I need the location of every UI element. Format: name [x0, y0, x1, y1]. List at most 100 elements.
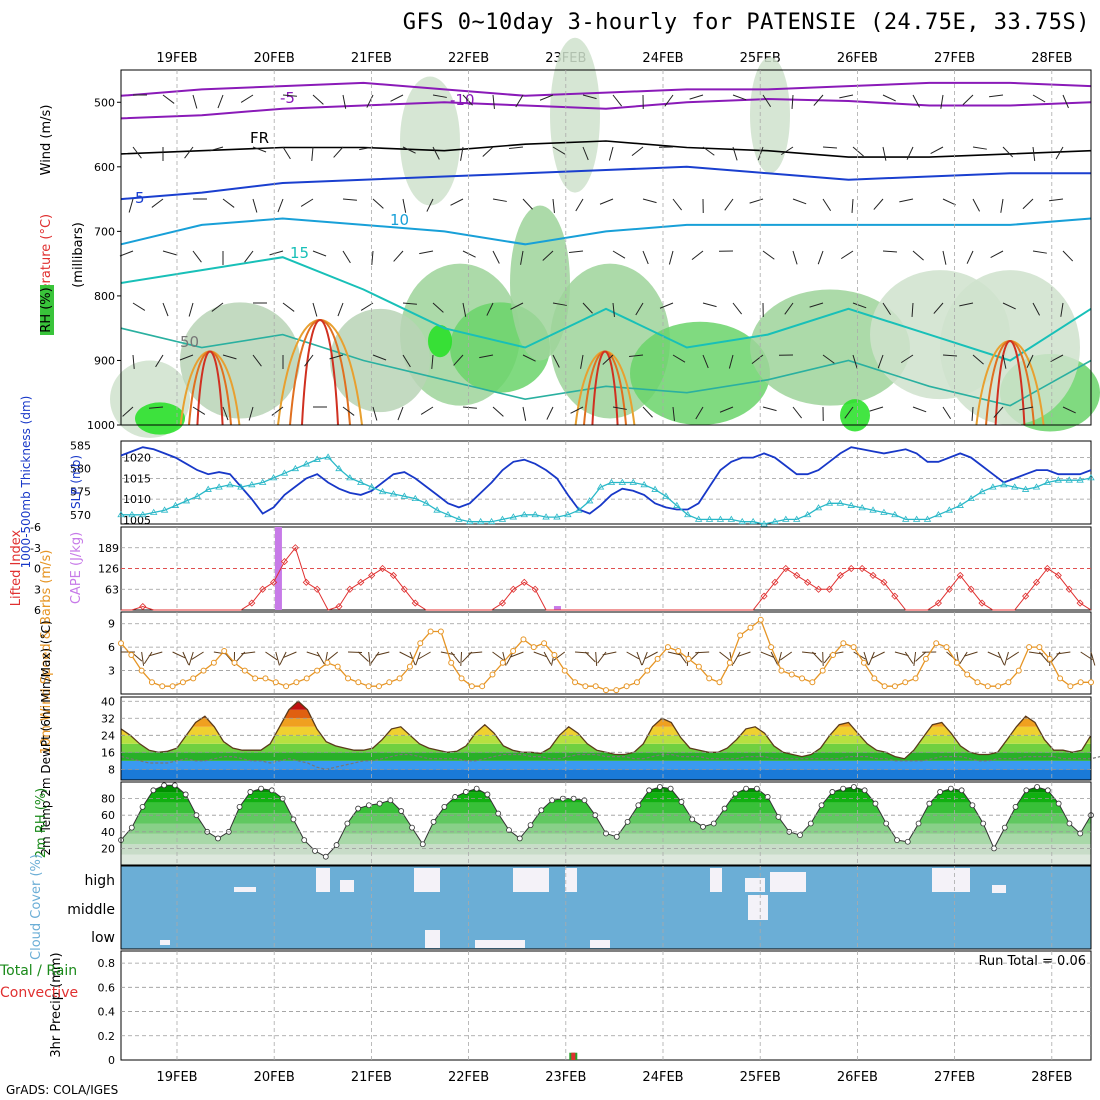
wind-barb — [515, 94, 524, 108]
surface-wind-barb — [1039, 651, 1049, 663]
wind-marker — [613, 687, 620, 694]
thickness-marker — [978, 487, 986, 495]
surface-wind-barb — [595, 651, 598, 667]
lifted-marker — [858, 564, 866, 573]
thickness-marker — [357, 478, 365, 485]
wind-barb — [602, 354, 614, 365]
wind-barb — [359, 146, 374, 151]
wind-marker — [148, 679, 155, 686]
wind-barb — [432, 302, 444, 313]
surface-wind-barb — [316, 651, 325, 665]
temp-contour — [120, 97, 1092, 120]
wind-marker — [468, 683, 475, 690]
rh-tick-label: 20 — [101, 842, 115, 855]
run-total-label: Run Total = 0.06 — [978, 954, 1086, 969]
lifted-marker — [270, 578, 278, 586]
thickness-marker — [902, 515, 910, 522]
upper-tick-label: 800 — [94, 290, 115, 303]
ylabel-rh2m: 2m RH (%) — [34, 788, 49, 859]
rh-shade — [180, 302, 300, 419]
wind-marker — [716, 679, 723, 686]
thickness-marker — [847, 501, 855, 508]
rh-marker — [538, 807, 545, 814]
thickness-marker — [596, 483, 605, 490]
wind-barb — [366, 94, 374, 108]
surface-wind-barb — [460, 651, 463, 667]
rh-marker — [236, 804, 243, 810]
surface-wind-barb — [667, 651, 682, 656]
wind-marker — [417, 640, 424, 647]
lifted-marker — [967, 585, 975, 593]
wind-barb — [552, 302, 567, 306]
surface-wind-barb — [894, 651, 909, 657]
lifted-marker — [934, 599, 942, 607]
surface-wind-barb — [913, 651, 917, 666]
wind-barb — [1002, 354, 1007, 369]
ylabel-cape: CAPE (J/kg) — [69, 532, 84, 604]
slp-line — [120, 446, 1092, 515]
thickness-marker — [509, 513, 518, 520]
wind-barb — [312, 250, 327, 257]
wind-marker — [262, 675, 269, 682]
wind-barb — [851, 198, 854, 214]
wind-barb — [372, 198, 384, 209]
thickness-marker — [803, 511, 812, 518]
wind-marker — [974, 679, 981, 686]
wind-barb — [337, 302, 344, 317]
rh-tick-label: 60 — [101, 809, 115, 822]
wind-barb — [930, 146, 944, 155]
rh-band — [121, 833, 1091, 845]
lifted-marker — [411, 599, 419, 607]
cloud-block — [425, 930, 440, 948]
wind-barb — [492, 94, 495, 109]
lifted-tick-label: -6 — [30, 521, 41, 534]
top-date-label: 24FEB — [642, 51, 683, 66]
wind-barb — [462, 250, 476, 258]
rh-marker — [926, 800, 933, 807]
contour-label: 15 — [290, 244, 309, 262]
wind-marker — [737, 632, 744, 639]
precip-convective-bar — [571, 1052, 576, 1060]
thickness-marker — [564, 511, 572, 518]
surface-wind-barb — [461, 651, 473, 663]
wind-barb — [575, 198, 584, 212]
precip-legend-total: Total / Rain — [0, 963, 77, 979]
surface-wind-barb — [732, 651, 741, 665]
wind-barb — [762, 406, 777, 412]
rh-marker — [635, 802, 642, 809]
wind-barb — [911, 302, 914, 318]
surface-wind-barb — [492, 651, 505, 661]
rh-marker — [182, 791, 189, 798]
thickness-marker — [956, 501, 964, 508]
wind-marker — [386, 679, 393, 686]
wind-barb — [899, 198, 914, 203]
lifted-marker — [509, 585, 517, 593]
wind-barb — [252, 146, 267, 153]
wind-barb — [844, 406, 854, 419]
rh-marker — [344, 820, 351, 827]
wind-marker — [303, 675, 310, 682]
rh-marker — [775, 813, 782, 820]
rh-band — [121, 854, 1091, 865]
thickness-marker — [782, 515, 790, 522]
rh-shade — [630, 321, 770, 426]
rh-tick-label: 40 — [101, 826, 115, 839]
wind-barb — [702, 146, 715, 156]
wind-barb — [1049, 198, 1064, 202]
wind-marker — [695, 663, 702, 670]
thickness-marker — [858, 504, 866, 511]
wind-barb — [479, 354, 494, 359]
surface-wind-barb — [510, 651, 524, 658]
rh-marker — [247, 789, 254, 795]
wind-barb — [1032, 94, 1046, 103]
rh-marker — [947, 785, 954, 792]
rh-marker — [904, 838, 911, 845]
lifted-marker — [368, 571, 376, 579]
lifted-marker — [978, 599, 986, 607]
wind-barb — [282, 302, 295, 312]
surface-wind-barb — [904, 651, 914, 664]
wind-marker — [375, 683, 382, 690]
surface-wind-barb — [1006, 651, 1020, 661]
rh-marker — [753, 785, 760, 792]
wind-barb — [792, 198, 807, 205]
